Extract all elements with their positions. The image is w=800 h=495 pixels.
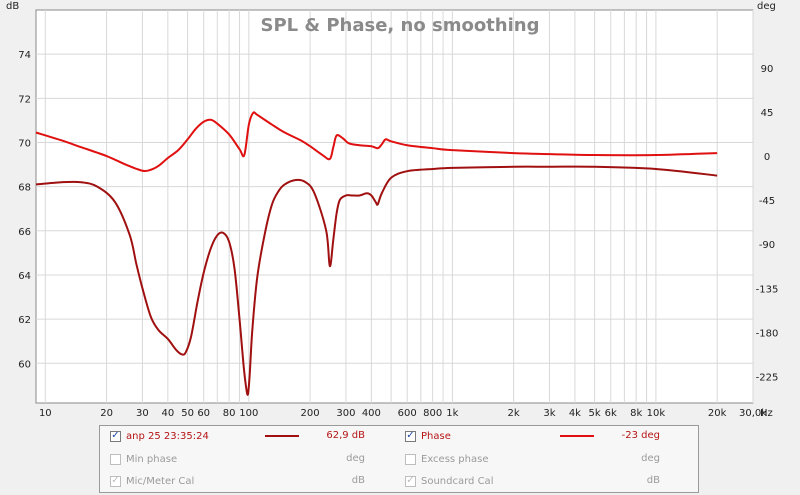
- x-tick-label: 60: [197, 408, 210, 419]
- tick-labels: 10 20 30 40 50 60 80 100 200 300 400 600 800 1k 2k 3k 4k…: [18, 50, 778, 419]
- spl-checkbox[interactable]: ✓: [110, 430, 121, 442]
- min-phase-label: Min phase: [126, 453, 178, 465]
- left-axis-unit: dB: [6, 1, 19, 12]
- x-tick-label: 5k: [589, 408, 601, 419]
- right-tick-label: -90: [759, 240, 775, 251]
- right-axis-unit: deg: [757, 1, 776, 12]
- left-tick-label: 64: [18, 271, 31, 282]
- min-phase-checkbox[interactable]: [110, 453, 121, 465]
- soundcard-cal-value: dB: [646, 475, 660, 486]
- x-tick-label: 200: [301, 408, 320, 419]
- excess-phase-value: deg: [641, 453, 660, 464]
- right-tick-label: 90: [761, 64, 774, 75]
- left-tick-label: 66: [18, 227, 31, 238]
- legend-entry-mic-cal[interactable]: ✓ Mic/Meter Cal: [110, 472, 194, 490]
- left-tick-label: 62: [18, 315, 31, 326]
- phase-checkbox[interactable]: ✓: [405, 430, 416, 442]
- legend-panel: ✓ anp 25 23:35:24 62,9 dB ✓ Phase -23 de…: [99, 425, 699, 493]
- x-tick-label: 3k: [543, 408, 555, 419]
- legend-row-3: ✓ Mic/Meter Cal dB ✓ Soundcard Cal dB: [100, 472, 698, 490]
- x-tick-label: 50: [181, 408, 194, 419]
- mic-cal-value: dB: [351, 475, 365, 486]
- mic-cal-label: Mic/Meter Cal: [126, 475, 195, 487]
- grid: [36, 10, 754, 403]
- left-tick-label: 72: [18, 94, 31, 105]
- phase-label: Phase: [421, 430, 451, 442]
- x-tick-label: 800: [423, 408, 442, 419]
- x-tick-label: 40: [161, 408, 174, 419]
- x-tick-label: 80: [223, 408, 236, 419]
- excess-phase-checkbox[interactable]: [405, 453, 416, 465]
- min-phase-value: deg: [346, 453, 365, 464]
- right-tick-label: -225: [756, 373, 779, 384]
- spl-line-swatch: [265, 435, 299, 437]
- x-axis-unit: Hz: [760, 408, 773, 419]
- x-tick-label: 100: [239, 408, 258, 419]
- mic-cal-checkbox[interactable]: ✓: [110, 475, 121, 487]
- phase-series-line: [35, 111, 718, 173]
- x-tick-label: 20k: [708, 408, 727, 419]
- phase-line-swatch: [560, 435, 594, 437]
- spl-label: anp 25 23:35:24: [126, 430, 209, 442]
- soundcard-cal-label: Soundcard Cal: [421, 475, 494, 487]
- x-tick-label: 4k: [569, 408, 581, 419]
- spl-phase-chart: 10 20 30 40 50 60 80 100 200 300 400 600 800 1k 2k 3k 4k…: [6, 1, 778, 419]
- x-tick-label: 10k: [647, 408, 666, 419]
- x-tick-label: 1k: [446, 408, 458, 419]
- chart-title: SPL & Phase, no smoothing: [261, 15, 540, 36]
- excess-phase-label: Excess phase: [421, 453, 489, 465]
- legend-entry-spl[interactable]: ✓ anp 25 23:35:24: [110, 427, 209, 445]
- x-tick-label: 2k: [508, 408, 520, 419]
- right-tick-label: -135: [756, 284, 779, 295]
- right-tick-label: -180: [756, 328, 779, 339]
- series-layer: [35, 111, 718, 396]
- legend-entry-min-phase[interactable]: Min phase: [110, 450, 177, 468]
- left-tick-label: 68: [18, 183, 31, 194]
- left-tick-label: 70: [18, 138, 31, 149]
- x-tick-label: 20: [100, 408, 113, 419]
- spl-value: 62,9 dB: [326, 430, 365, 441]
- left-tick-label: 60: [18, 359, 31, 370]
- x-tick-label: 8k: [630, 408, 642, 419]
- x-tick-label: 10: [39, 408, 52, 419]
- legend-row-1: ✓ anp 25 23:35:24 62,9 dB ✓ Phase -23 de…: [100, 427, 698, 445]
- spl-series-line: [35, 165, 718, 396]
- legend-entry-phase[interactable]: ✓ Phase: [405, 427, 451, 445]
- x-tick-label: 30,0k: [739, 408, 767, 419]
- legend-entry-excess-phase[interactable]: Excess phase: [405, 450, 489, 468]
- left-tick-label: 74: [18, 50, 31, 61]
- right-tick-label: 0: [764, 152, 770, 163]
- x-tick-label: 600: [398, 408, 417, 419]
- x-tick-label: 6k: [605, 408, 617, 419]
- legend-row-2: Min phase deg Excess phase deg: [100, 450, 698, 468]
- legend-entry-soundcard-cal[interactable]: ✓ Soundcard Cal: [405, 472, 493, 490]
- right-tick-label: 45: [761, 108, 774, 119]
- x-tick-label: 400: [362, 408, 381, 419]
- x-tick-label: 300: [336, 408, 355, 419]
- phase-value: -23 deg: [621, 430, 660, 441]
- right-tick-label: -45: [759, 196, 775, 207]
- plot-area[interactable]: [35, 9, 754, 404]
- soundcard-cal-checkbox[interactable]: ✓: [405, 475, 416, 487]
- x-tick-label: 30: [136, 408, 149, 419]
